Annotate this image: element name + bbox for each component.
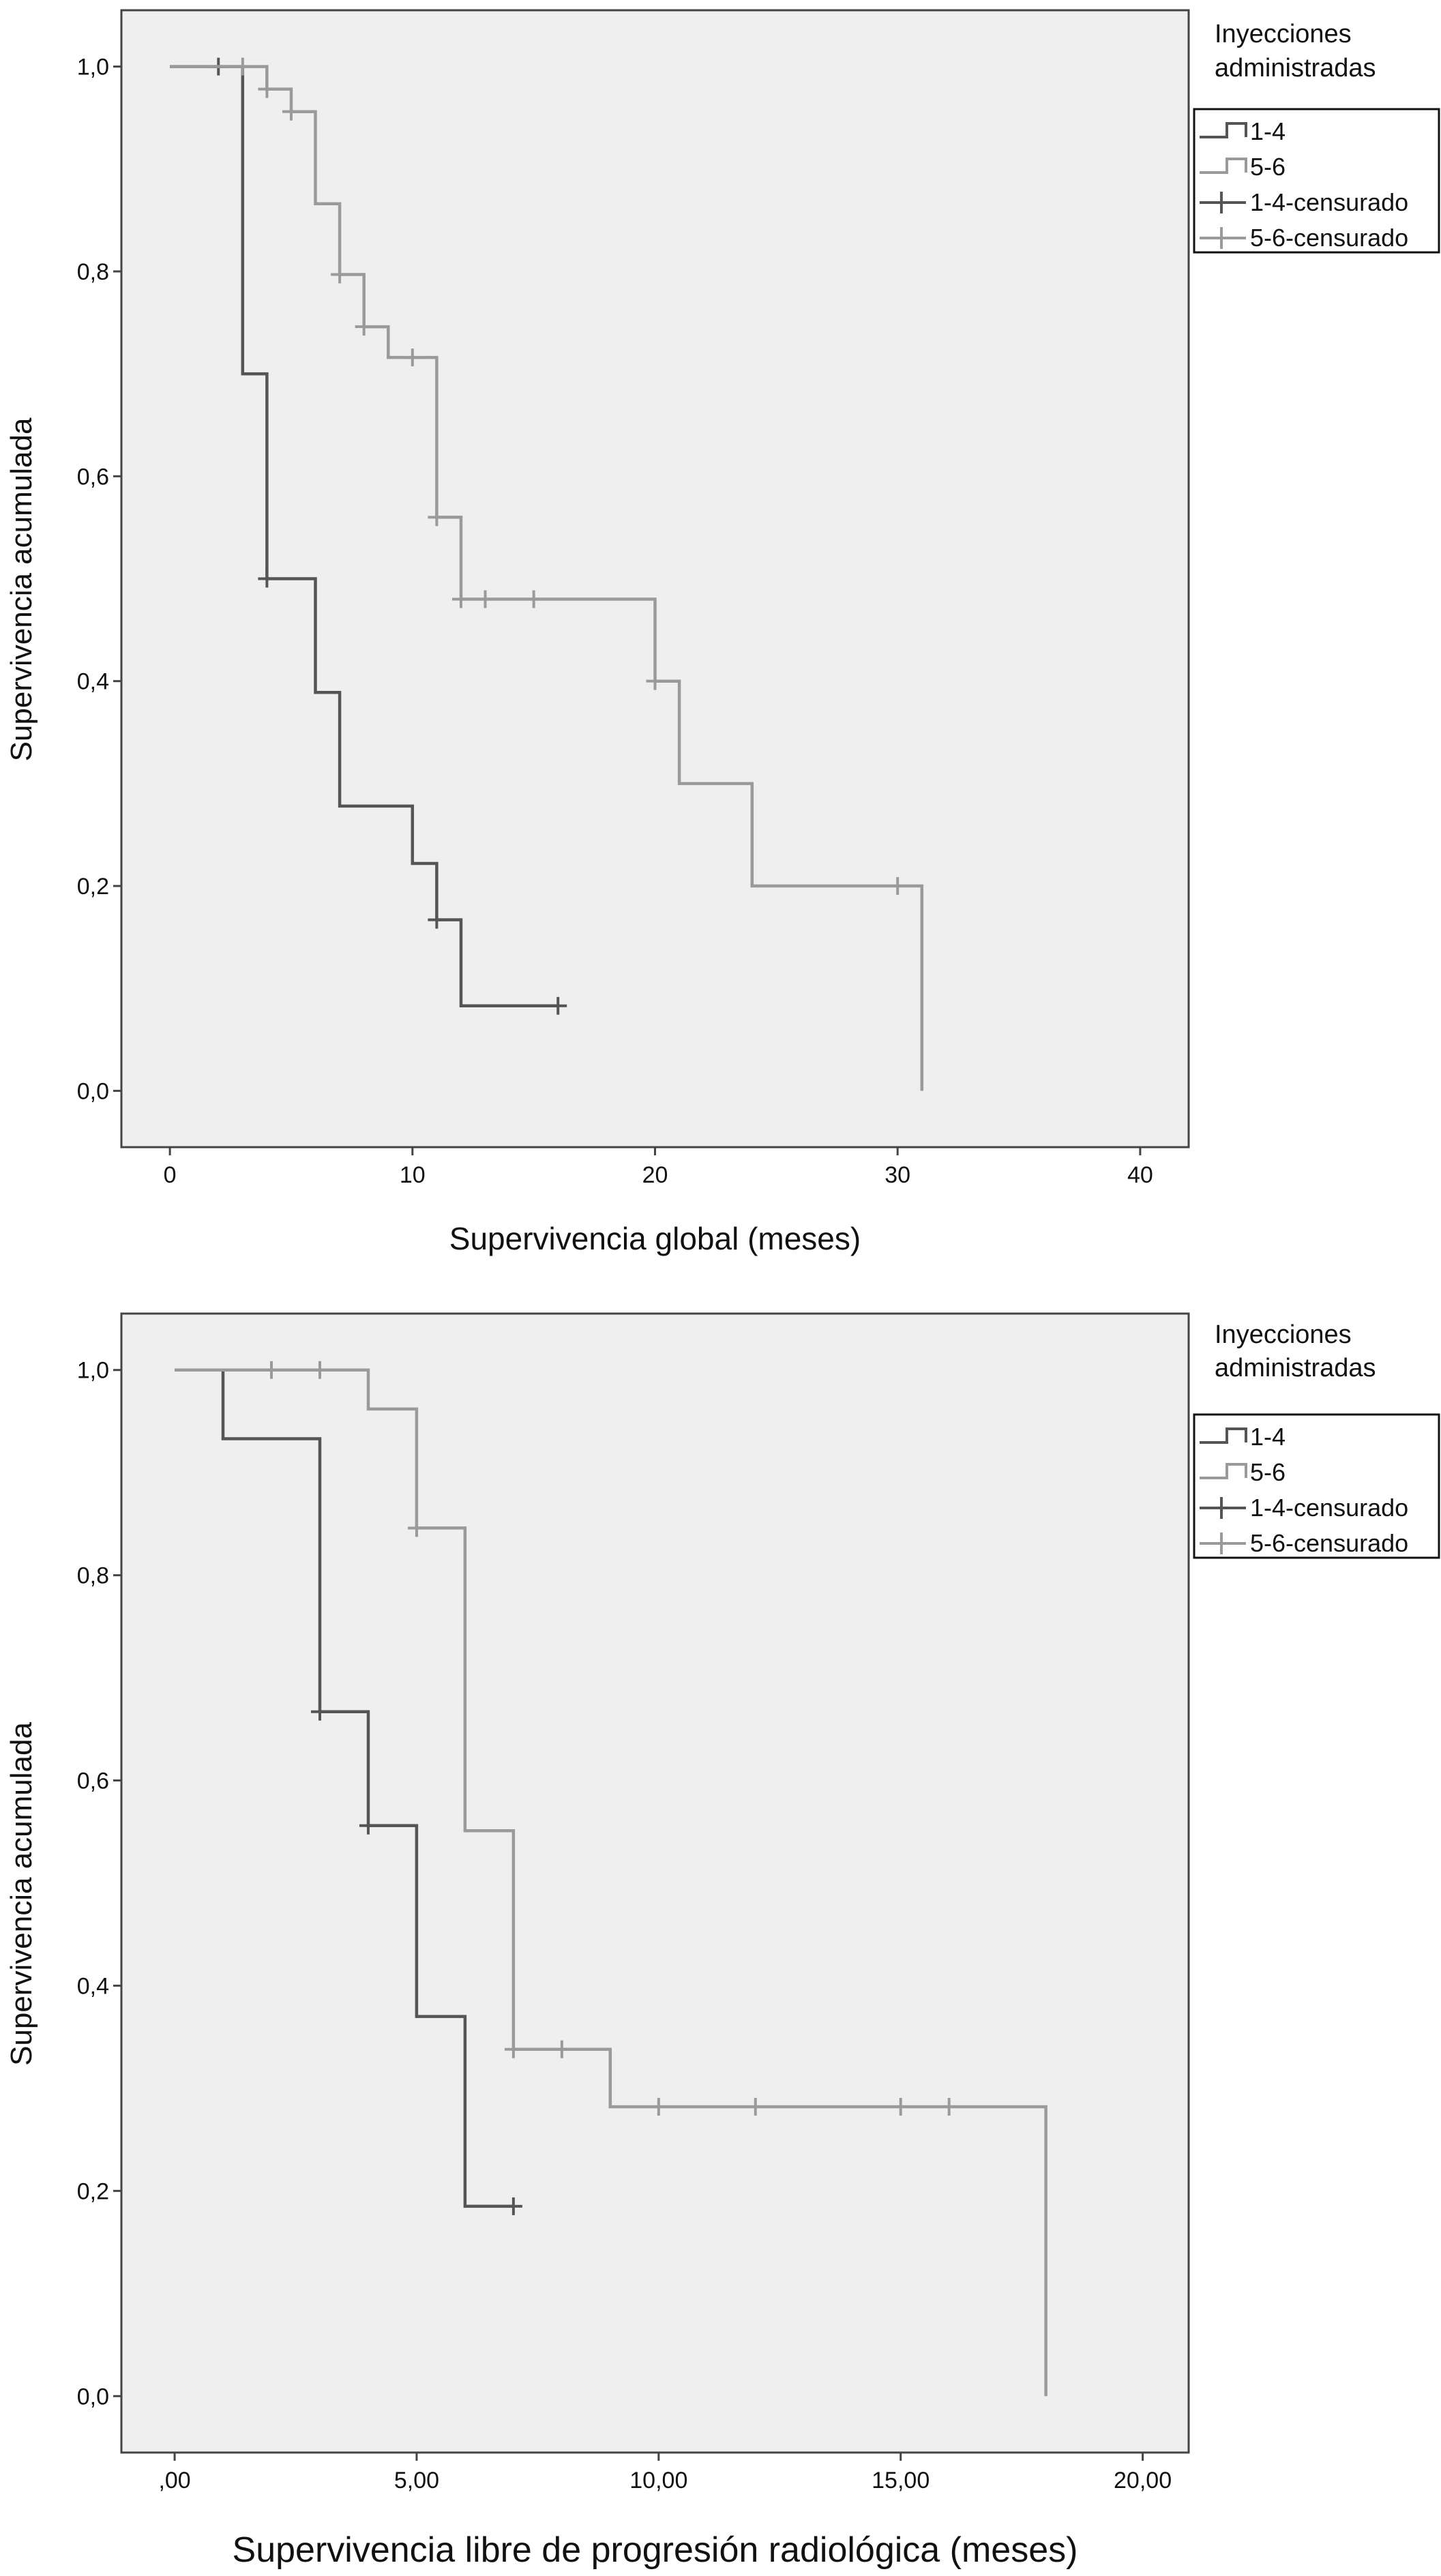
censor-mark-5-6 — [263, 1361, 281, 1379]
legend-label: 5-6-censurado — [1250, 1529, 1408, 1557]
censor-mark-5-6 — [476, 590, 494, 608]
y-axis-label: Supervivencia acumulada — [5, 417, 38, 761]
legend-swatch-5-6 — [1200, 1463, 1247, 1479]
censor-mark-5-6 — [331, 265, 349, 284]
censor-mark-1-4 — [310, 1702, 329, 1721]
series-line-5-6 — [175, 1368, 1048, 2397]
series-line-1-4 — [175, 1368, 514, 2208]
censor-mark-5-6 — [233, 57, 252, 76]
x-tick-label: 30 — [885, 1162, 910, 1188]
censor-mark-5-6 — [258, 80, 276, 98]
censor-mark-5-6 — [451, 590, 470, 608]
censor-mark-5-6 — [746, 2097, 764, 2116]
censor-mark-5-6 — [407, 1519, 426, 1537]
censor-mark-5-6 — [646, 672, 664, 690]
censor-mark-5-6 — [891, 2097, 910, 2116]
x-tick-label: 10 — [400, 1162, 426, 1188]
legend-box — [1193, 108, 1440, 254]
y-tick-label: 0,4 — [77, 1973, 109, 1999]
censor-mark-5-6 — [504, 2040, 522, 2058]
x-tick-label: 20 — [642, 1162, 668, 1188]
censor-mark-5-6 — [552, 2040, 571, 2058]
legend-label: 5-6-censurado — [1250, 224, 1408, 252]
x-tick-label: 15,00 — [872, 2468, 930, 2493]
chart-overall-survival: 0,0 0,2 0,4 0,6 0,8 1,0 0 10 20 30 40 Supervivencia… — [5, 9, 1440, 1256]
plot-area — [120, 1312, 1190, 2454]
y-axis-label: Supervivencia acumulada — [5, 1722, 38, 2066]
legend-box — [1193, 1413, 1440, 1559]
legend-label: 1-4 — [1250, 117, 1286, 145]
x-axis-label: Supervivencia global (meses) — [449, 1221, 861, 1256]
legend-label: 5-6 — [1250, 153, 1286, 181]
x-tick-label: 20,00 — [1114, 2468, 1172, 2493]
legend-label: 1-4-censurado — [1250, 188, 1408, 216]
y-tick-label: 1,0 — [77, 55, 109, 80]
y-tick-label: 0,8 — [77, 1563, 109, 1589]
y-tick-label: 0,6 — [77, 464, 109, 490]
legend-title-line: administradas — [1215, 54, 1376, 83]
y-tick-label: 0,4 — [77, 669, 109, 695]
censor-mark-1-4 — [428, 911, 446, 929]
censor-mark-1-4 — [549, 996, 567, 1015]
legend-label: 1-4-censurado — [1250, 1494, 1408, 1522]
chart-svg-progression-free-survival: 0,0 0,2 0,4 0,6 0,8 1,0 ,00 5,00 10,00 15,00 20,00… — [5, 1312, 1440, 2570]
series-line-1-4 — [170, 65, 559, 1008]
censor-mark-1-4 — [504, 2197, 522, 2215]
y-tick-label: 0,0 — [77, 1078, 109, 1104]
legend-swatch-1-4 — [1200, 1427, 1247, 1444]
x-axis-label: Supervivencia libre de progresión radiol… — [233, 2530, 1078, 2570]
x-tick-label: 0 — [164, 1162, 177, 1188]
censor-mark-5-6 — [355, 318, 373, 336]
y-tick-label: 0,2 — [77, 2178, 109, 2204]
censor-mark-5-6 — [889, 877, 907, 895]
censor-mark-5-6 — [428, 508, 446, 527]
censor-mark-1-4 — [258, 569, 276, 588]
censor-mark-5-6 — [282, 102, 300, 121]
y-tick-label: 1,0 — [77, 1358, 109, 1384]
legend-label: 5-6 — [1250, 1458, 1286, 1486]
censor-mark-5-6 — [940, 2097, 958, 2116]
x-tick-label: 5,00 — [394, 2468, 439, 2493]
legend-title-line: Inyecciones — [1215, 1320, 1352, 1349]
y-tick-label: 0,6 — [77, 1768, 109, 1794]
x-tick-label: 40 — [1127, 1162, 1153, 1188]
censor-mark-5-6 — [649, 2097, 668, 2116]
y-tick-label: 0,2 — [77, 874, 109, 900]
legend-title-line: Inyecciones — [1215, 20, 1352, 48]
chart-progression-free-survival: 0,0 0,2 0,4 0,6 0,8 1,0 ,00 5,00 10,00 15,00 20,00… — [0, 1288, 1441, 2575]
censor-mark-1-4 — [359, 1816, 377, 1835]
legend-swatch-5-6 — [1200, 158, 1247, 174]
chart-svg-overall-survival: 0,0 0,2 0,4 0,6 0,8 1,0 0 10 20 30 40 Supervivencia… — [5, 9, 1440, 1256]
legend-title-line: administradas — [1215, 1354, 1376, 1382]
censor-mark-5-6 — [403, 349, 421, 367]
y-tick-label: 0,8 — [77, 259, 109, 285]
legend-label: 1-4 — [1250, 1423, 1286, 1451]
x-tick-label: 10,00 — [629, 2468, 687, 2493]
legend-swatch-1-4 — [1200, 122, 1247, 138]
censor-mark-5-6 — [310, 1361, 329, 1379]
y-tick-label: 0,0 — [77, 2384, 109, 2410]
censor-mark-5-6 — [524, 590, 543, 608]
x-tick-label: ,00 — [158, 2468, 190, 2493]
